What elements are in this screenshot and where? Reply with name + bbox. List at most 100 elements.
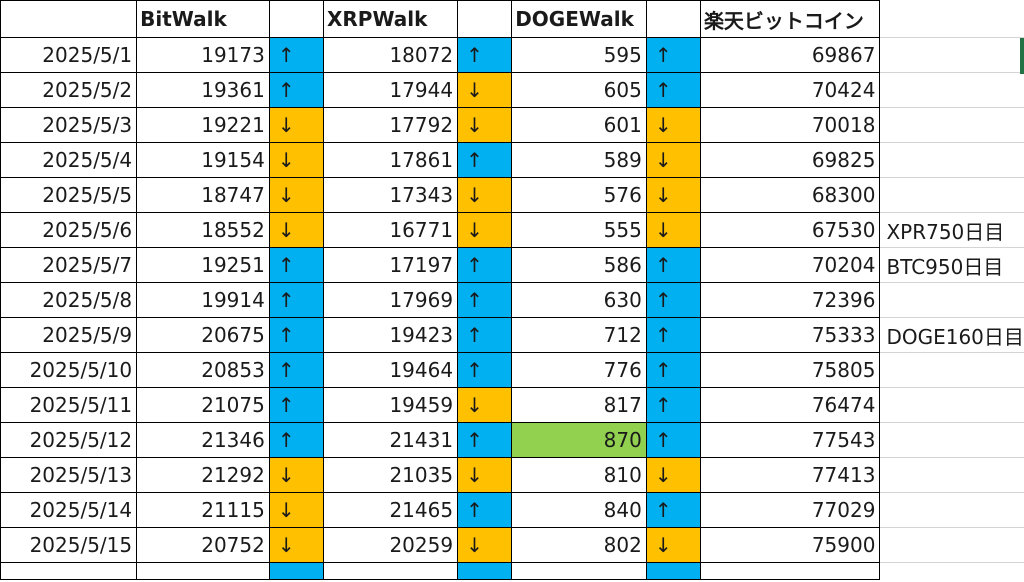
bitwalk-trend-cell[interactable]: ↓ <box>268 457 324 493</box>
date-cell[interactable]: 2025/5/14 <box>0 492 138 528</box>
bitwalk-value-cell[interactable]: 19173 <box>136 37 270 73</box>
bitwalk-value-cell[interactable]: 20675 <box>136 317 270 353</box>
bitwalk-value-cell[interactable]: 18552 <box>136 212 270 248</box>
note-cell[interactable] <box>879 177 1024 213</box>
rakuten-bitcoin-value-cell[interactable]: 68300 <box>699 177 881 213</box>
date-cell[interactable]: 2025/5/10 <box>0 352 138 388</box>
xrpwalk-value-cell[interactable]: 18072 <box>322 37 459 73</box>
bitwalk-value-cell[interactable]: 21075 <box>136 387 270 423</box>
xrpwalk-trend-cell[interactable]: ↓ <box>457 387 513 423</box>
date-cell[interactable]: 2025/5/2 <box>0 72 138 108</box>
xrpwalk-value-cell[interactable]: 17861 <box>322 142 459 178</box>
header-cell-xrpwalk[interactable]: XRPWalk <box>322 0 459 38</box>
rakuten-bitcoin-value-cell[interactable]: 77543 <box>699 422 881 458</box>
xrpwalk-trend-cell[interactable]: ↑ <box>457 37 513 73</box>
note-cell[interactable] <box>879 72 1024 108</box>
note-cell[interactable] <box>879 142 1024 178</box>
header-cell-date[interactable] <box>0 0 138 38</box>
dogewalk-trend-cell[interactable]: ↑ <box>645 37 701 73</box>
bitwalk-value-cell[interactable]: 19914 <box>136 282 270 318</box>
rakuten-bitcoin-value-cell[interactable]: 77413 <box>699 457 881 493</box>
xrpwalk-value-cell[interactable]: 21465 <box>322 492 459 528</box>
rakuten-bitcoin-value-cell[interactable]: 70424 <box>699 72 881 108</box>
xrpwalk-trend-cell[interactable]: ↓ <box>457 212 513 248</box>
dogewalk-trend-cell[interactable]: ↑ <box>645 317 701 353</box>
bitwalk-trend-cell[interactable]: ↑ <box>268 282 324 318</box>
xrpwalk-trend-cell[interactable]: ↑ <box>457 492 513 528</box>
xrpwalk-value-cell[interactable]: 19423 <box>322 317 459 353</box>
dogewalk-value-cell[interactable]: 802 <box>511 527 647 563</box>
dogewalk-value-cell[interactable]: 595 <box>511 37 647 73</box>
xrpwalk-trend-cell[interactable]: ↑ <box>457 352 513 388</box>
date-cell[interactable]: 2025/5/12 <box>0 422 138 458</box>
note-cell[interactable] <box>879 107 1024 143</box>
bitwalk-trend-cell[interactable]: ↓ <box>268 177 324 213</box>
dogewalk-value-cell[interactable] <box>511 562 647 580</box>
date-cell[interactable]: 2025/5/7 <box>0 247 138 283</box>
dogewalk-trend-cell[interactable]: ↑ <box>645 352 701 388</box>
note-cell[interactable] <box>879 422 1024 458</box>
bitwalk-trend-cell[interactable]: ↑ <box>268 317 324 353</box>
date-cell[interactable]: 2025/5/9 <box>0 317 138 353</box>
dogewalk-trend-cell[interactable]: ↓ <box>645 177 701 213</box>
bitwalk-trend-cell[interactable] <box>268 562 324 580</box>
xrpwalk-value-cell[interactable]: 17792 <box>322 107 459 143</box>
bitwalk-trend-cell[interactable]: ↑ <box>268 37 324 73</box>
bitwalk-value-cell[interactable]: 18747 <box>136 177 270 213</box>
rakuten-bitcoin-value-cell[interactable]: 67530 <box>699 212 881 248</box>
xrpwalk-value-cell[interactable]: 17944 <box>322 72 459 108</box>
date-cell[interactable]: 2025/5/3 <box>0 107 138 143</box>
rakuten-bitcoin-value-cell[interactable]: 70204 <box>699 247 881 283</box>
header-cell-bitwalk-trend[interactable] <box>268 0 324 38</box>
note-cell[interactable] <box>879 282 1024 318</box>
dogewalk-value-cell[interactable]: 605 <box>511 72 647 108</box>
dogewalk-value-cell[interactable]: 630 <box>511 282 647 318</box>
bitwalk-value-cell[interactable] <box>136 562 270 580</box>
xrpwalk-trend-cell[interactable]: ↓ <box>457 107 513 143</box>
dogewalk-value-cell[interactable]: 817 <box>511 387 647 423</box>
header-cell-dogewalk-trend[interactable] <box>645 0 701 38</box>
dogewalk-trend-cell[interactable]: ↑ <box>645 492 701 528</box>
bitwalk-trend-cell[interactable]: ↓ <box>268 107 324 143</box>
xrpwalk-trend-cell[interactable]: ↑ <box>457 282 513 318</box>
header-cell-xrpwalk-trend[interactable] <box>457 0 513 38</box>
dogewalk-value-cell[interactable]: 810 <box>511 457 647 493</box>
dogewalk-trend-cell[interactable] <box>645 562 701 580</box>
bitwalk-value-cell[interactable]: 20752 <box>136 527 270 563</box>
rakuten-bitcoin-value-cell[interactable]: 76474 <box>699 387 881 423</box>
bitwalk-trend-cell[interactable]: ↓ <box>268 492 324 528</box>
xrpwalk-trend-cell[interactable]: ↓ <box>457 177 513 213</box>
bitwalk-value-cell[interactable]: 21346 <box>136 422 270 458</box>
date-cell[interactable]: 2025/5/11 <box>0 387 138 423</box>
note-cell[interactable]: XPR750日目 <box>879 212 1024 248</box>
bitwalk-value-cell[interactable]: 19251 <box>136 247 270 283</box>
bitwalk-trend-cell[interactable]: ↑ <box>268 387 324 423</box>
note-cell[interactable] <box>879 37 1024 73</box>
xrpwalk-value-cell[interactable]: 17343 <box>322 177 459 213</box>
dogewalk-value-cell[interactable]: 870 <box>511 422 647 458</box>
bitwalk-value-cell[interactable]: 19154 <box>136 142 270 178</box>
date-cell[interactable]: 2025/5/1 <box>0 37 138 73</box>
rakuten-bitcoin-value-cell[interactable]: 69825 <box>699 142 881 178</box>
rakuten-bitcoin-value-cell[interactable]: 75805 <box>699 352 881 388</box>
xrpwalk-trend-cell[interactable]: ↑ <box>457 422 513 458</box>
dogewalk-trend-cell[interactable]: ↑ <box>645 422 701 458</box>
dogewalk-value-cell[interactable]: 601 <box>511 107 647 143</box>
dogewalk-value-cell[interactable]: 776 <box>511 352 647 388</box>
dogewalk-trend-cell[interactable]: ↓ <box>645 457 701 493</box>
note-cell[interactable] <box>879 457 1024 493</box>
date-cell[interactable]: 2025/5/15 <box>0 527 138 563</box>
dogewalk-trend-cell[interactable]: ↑ <box>645 387 701 423</box>
note-cell[interactable] <box>879 352 1024 388</box>
rakuten-bitcoin-value-cell[interactable]: 77029 <box>699 492 881 528</box>
xrpwalk-value-cell[interactable]: 19464 <box>322 352 459 388</box>
rakuten-bitcoin-value-cell[interactable]: 75900 <box>699 527 881 563</box>
dogewalk-trend-cell[interactable]: ↓ <box>645 527 701 563</box>
note-cell[interactable] <box>879 527 1024 563</box>
date-cell[interactable]: 2025/5/8 <box>0 282 138 318</box>
xrpwalk-value-cell[interactable]: 21035 <box>322 457 459 493</box>
xrpwalk-trend-cell[interactable]: ↓ <box>457 72 513 108</box>
bitwalk-value-cell[interactable]: 20853 <box>136 352 270 388</box>
date-cell[interactable]: 2025/5/4 <box>0 142 138 178</box>
date-cell[interactable] <box>0 562 138 580</box>
